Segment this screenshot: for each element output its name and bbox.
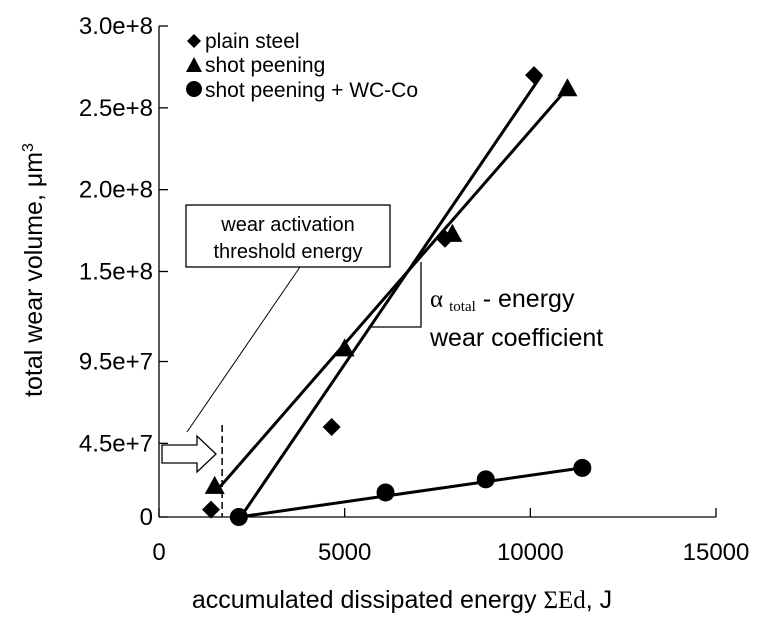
y-tick-label: 4.5e+7 xyxy=(79,430,153,457)
slope-bracket xyxy=(368,262,422,328)
y-tick-label: 9.5e+7 xyxy=(79,349,153,376)
data-markers xyxy=(201,66,592,526)
coefficient-alpha: α xyxy=(430,286,443,313)
legend-label-plain-steel: plain steel xyxy=(205,30,300,53)
y-tick-label: 0 xyxy=(140,504,153,531)
x-axis-title-suffix: , J xyxy=(586,586,612,614)
fit-line-triangle xyxy=(215,87,569,492)
x-ticks: 0 5000 10000 15000 xyxy=(152,508,749,566)
legend-label-shot-peening: shot peening xyxy=(205,54,325,77)
coefficient-line1-rest: - energy xyxy=(476,285,575,313)
data-point-triangle xyxy=(442,223,463,242)
legend-label-shot-peening-wcco: shot peening + WC-Co xyxy=(205,79,418,102)
data-point-circle xyxy=(376,483,395,502)
y-axis-title: total wear volume, μm3 xyxy=(20,143,48,397)
coefficient-line2: wear coefficient xyxy=(429,324,603,352)
fit-line-circle xyxy=(238,466,583,519)
fit-lines xyxy=(215,74,583,519)
data-point-diamond xyxy=(525,66,544,85)
data-point-circle xyxy=(476,470,495,489)
coefficient-line1: α total - energy xyxy=(430,285,575,315)
threshold-arrow-icon xyxy=(161,434,217,474)
threshold-leader-line xyxy=(186,266,301,433)
legend-triangle-icon xyxy=(186,57,202,72)
x-axis-title-symbol: ΣEd xyxy=(543,587,586,614)
y-ticks: 0 4.5e+7 9.5e+7 1.5e+8 2.0e+8 2.5e+8 3.0e+8 xyxy=(79,13,168,531)
data-point-triangle xyxy=(204,475,225,494)
coefficient-annotation: α total - energy wear coefficient xyxy=(368,262,603,352)
legend-entry-shot-peening: shot peening xyxy=(186,54,325,77)
x-tick-label: 15000 xyxy=(683,539,750,566)
legend-circle-icon xyxy=(186,81,202,97)
data-point-triangle xyxy=(334,338,355,357)
y-tick-label: 1.5e+8 xyxy=(79,259,153,286)
data-point-circle xyxy=(573,458,592,477)
y-axis-title-sup: 3 xyxy=(20,143,37,152)
threshold-label-line1: wear activation xyxy=(220,214,354,236)
threshold-annotation: wear activation threshold energy xyxy=(161,204,391,517)
fit-line-diamond xyxy=(239,74,543,518)
threshold-box xyxy=(185,204,391,268)
x-tick-label: 0 xyxy=(152,539,165,566)
data-point-diamond xyxy=(201,500,220,519)
y-axis-title-main: total wear volume, μm xyxy=(20,152,48,397)
data-point-triangle xyxy=(557,78,578,97)
data-point-circle xyxy=(229,508,248,526)
data-point-diamond xyxy=(322,417,341,436)
x-axis-title-prefix: accumulated dissipated energy xyxy=(192,586,544,614)
y-tick-label: 3.0e+8 xyxy=(79,13,153,40)
legend: plain steel shot peening shot peening + … xyxy=(186,30,418,102)
x-tick-label: 5000 xyxy=(318,539,371,566)
legend-entry-shot-peening-wcco: shot peening + WC-Co xyxy=(186,79,418,102)
coefficient-subscript: total xyxy=(449,299,476,315)
y-tick-label: 2.5e+8 xyxy=(79,95,153,122)
x-axis-title: accumulated dissipated energy ΣEd, J xyxy=(192,586,612,614)
threshold-label-line2: threshold energy xyxy=(214,241,363,263)
y-tick-label: 2.0e+8 xyxy=(79,177,153,204)
legend-diamond-icon xyxy=(187,34,201,48)
x-tick-label: 10000 xyxy=(497,539,564,566)
legend-entry-plain-steel: plain steel xyxy=(187,30,300,53)
